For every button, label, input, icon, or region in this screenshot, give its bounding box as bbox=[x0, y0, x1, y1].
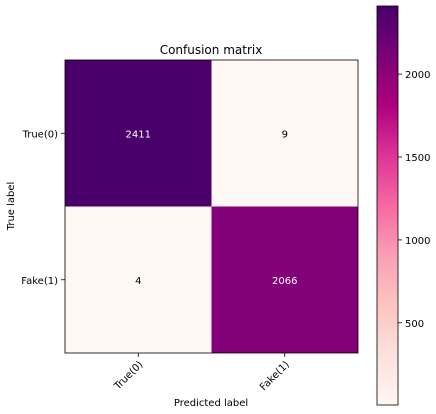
cell-value-0-1: 9 bbox=[282, 129, 288, 140]
cell-value-labels: 2411 9 4 2066 bbox=[126, 129, 298, 287]
heatmap-cell-0-0 bbox=[65, 60, 212, 207]
heatmap-cell-1-1 bbox=[211, 206, 358, 353]
cell-value-1-0: 4 bbox=[135, 276, 141, 287]
heatmap-cell-0-1 bbox=[211, 60, 358, 207]
y-axis-ticks: True(0) Fake(1) bbox=[21, 129, 65, 287]
colorbar-ticks: 500 1000 1500 2000 bbox=[398, 70, 430, 330]
x-tick-label: True(0) bbox=[112, 359, 146, 393]
heatmap-cells bbox=[65, 60, 358, 353]
heatmap-cell-1-0 bbox=[65, 206, 212, 353]
colorbar-tick-label: 1500 bbox=[405, 153, 430, 164]
colorbar-tick-label: 500 bbox=[405, 319, 424, 330]
cell-value-0-0: 2411 bbox=[126, 129, 151, 140]
chart-title: Confusion matrix bbox=[160, 43, 263, 57]
plot-frame bbox=[64, 59, 359, 354]
y-axis-label: True label bbox=[6, 182, 17, 232]
colorbar bbox=[376, 5, 399, 406]
colorbar-tick-label: 1000 bbox=[405, 236, 430, 247]
y-tick-label: True(0) bbox=[22, 129, 59, 140]
y-tick-label: Fake(1) bbox=[21, 276, 58, 287]
cell-value-1-1: 2066 bbox=[272, 276, 297, 287]
colorbar-tick-label: 2000 bbox=[405, 70, 430, 81]
x-tick-label: Fake(1) bbox=[258, 359, 292, 393]
x-axis-ticks: True(0) Fake(1) bbox=[112, 353, 292, 393]
x-axis-label: Predicted label bbox=[174, 398, 248, 409]
